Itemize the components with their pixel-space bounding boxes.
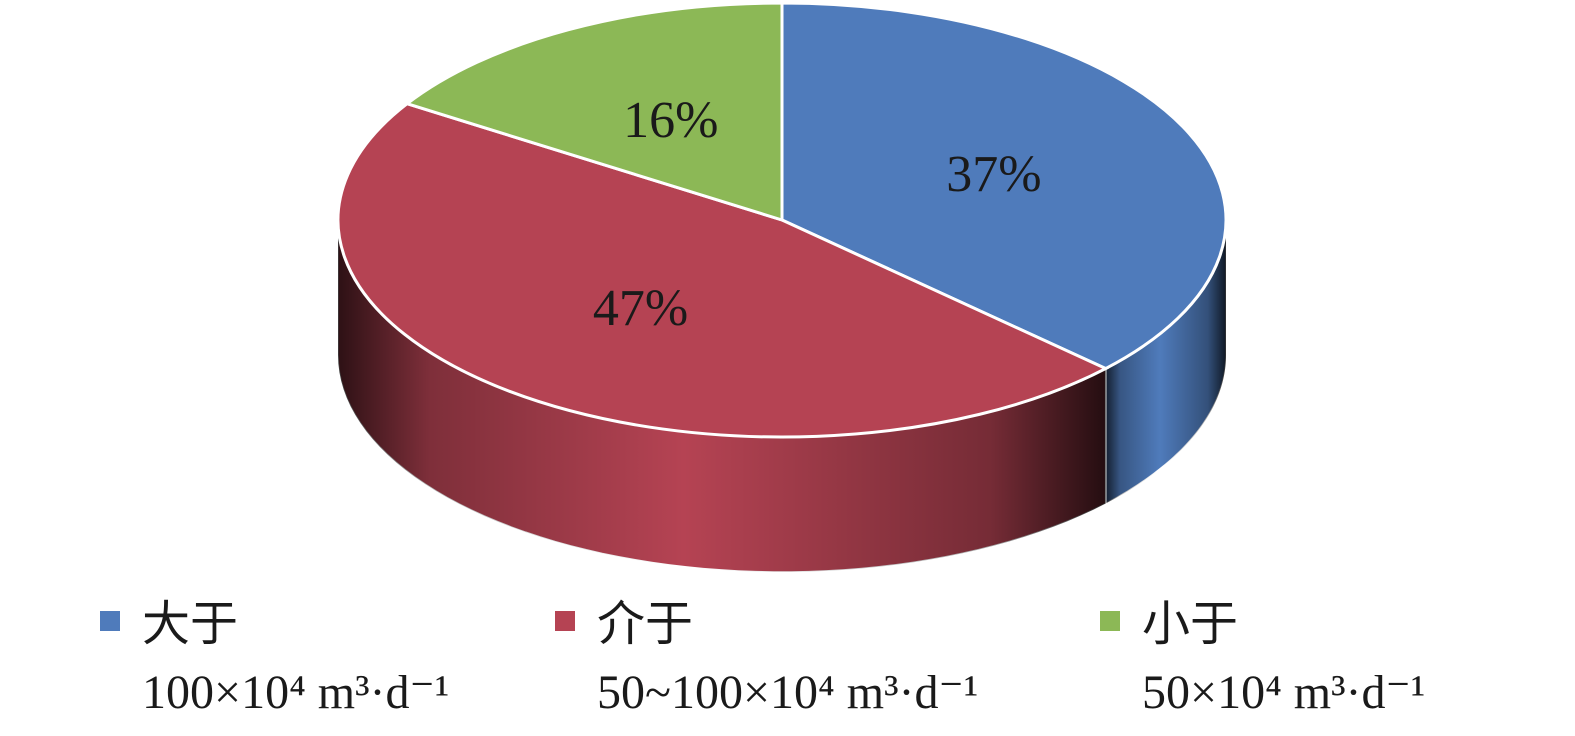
- legend-label: 大于 100×10⁴ m³·d⁻¹: [142, 598, 449, 719]
- legend-swatch: [1100, 611, 1120, 631]
- data-label: 47%: [593, 280, 688, 337]
- legend-label: 介于 50~100×10⁴ m³·d⁻¹: [597, 598, 978, 719]
- legend-label-line: 50×10⁴ m³·d⁻¹: [1142, 666, 1425, 719]
- data-label: 16%: [623, 92, 718, 149]
- legend-label: 小于 50×10⁴ m³·d⁻¹: [1142, 598, 1425, 719]
- pie-slice: [780, 1, 1228, 371]
- slice-side-shade: [1105, 220, 1226, 504]
- legend-label-line: 介于: [597, 598, 693, 651]
- slice-side-shade: [338, 220, 1106, 572]
- legend-swatch: [555, 611, 575, 631]
- legend-label-line: 50~100×10⁴ m³·d⁻¹: [597, 666, 978, 719]
- legend-label-line: 大于: [142, 598, 238, 651]
- pie-slice: [336, 102, 1110, 439]
- legend-swatch: [100, 611, 120, 631]
- legend-label-line: 100×10⁴ m³·d⁻¹: [142, 666, 449, 719]
- legend-label-line: 小于: [1142, 598, 1238, 651]
- data-label: 37%: [946, 146, 1041, 203]
- pie-slice: [403, 1, 784, 223]
